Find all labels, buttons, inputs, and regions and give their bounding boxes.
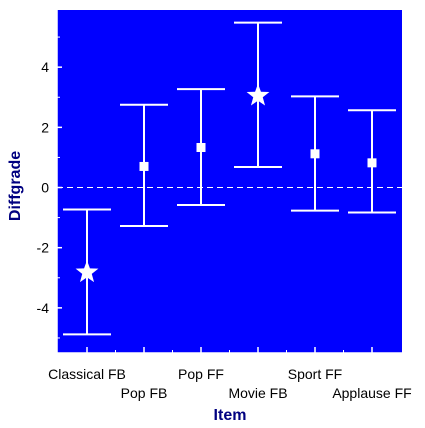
square-marker: [139, 161, 149, 171]
square-marker: [367, 158, 377, 168]
x-axis-title: Item: [214, 407, 247, 424]
x-tick-label: Sport FF: [288, 366, 342, 382]
x-tick-label: Pop FB: [121, 385, 168, 401]
plot-area-background: [57, 10, 402, 353]
y-axis-title: Diffgrade: [7, 151, 24, 221]
star-marker: [246, 83, 270, 106]
y-tick-label: -2: [37, 240, 50, 256]
y-tick-label: -4: [37, 300, 50, 316]
x-tick-label: Pop FF: [178, 366, 224, 382]
star-marker: [75, 260, 99, 283]
y-tick-label: 0: [41, 180, 49, 196]
y-tick-label: 4: [41, 59, 49, 75]
point-markers: [75, 83, 377, 283]
x-tick-label: Movie FB: [228, 385, 287, 401]
x-tick-label: Applause FF: [332, 385, 411, 401]
y-axis-ticks: -4 -2 0 2 4: [37, 36, 62, 339]
square-marker: [196, 143, 206, 153]
square-marker: [310, 149, 320, 159]
y-tick-label: 2: [41, 119, 49, 135]
x-tick-label: Classical FB: [48, 366, 126, 382]
